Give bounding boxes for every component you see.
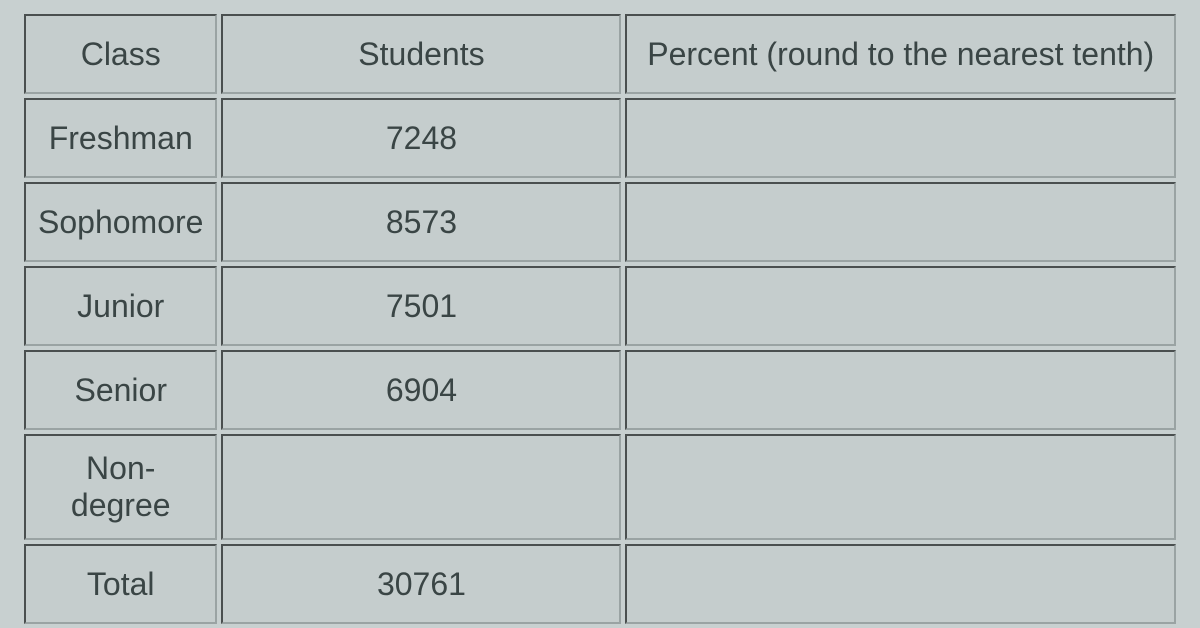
cell-students: 7501 — [221, 266, 621, 346]
cell-percent — [625, 98, 1176, 178]
cell-students: 7248 — [221, 98, 621, 178]
table-row: Sophomore 8573 — [24, 182, 1176, 262]
cell-percent — [625, 266, 1176, 346]
cell-class: Total — [24, 544, 217, 624]
table-row: Non-degree — [24, 434, 1176, 540]
cell-percent — [625, 544, 1176, 624]
cell-class: Senior — [24, 350, 217, 430]
cell-students: 8573 — [221, 182, 621, 262]
cell-students — [221, 434, 621, 540]
table-row: Junior 7501 — [24, 266, 1176, 346]
cell-percent — [625, 350, 1176, 430]
header-percent: Percent (round to the nearest tenth) — [625, 14, 1176, 94]
cell-class: Sophomore — [24, 182, 217, 262]
header-students: Students — [221, 14, 621, 94]
header-class: Class — [24, 14, 217, 94]
cell-percent — [625, 182, 1176, 262]
students-table: Class Students Percent (round to the nea… — [20, 10, 1180, 628]
cell-class: Junior — [24, 266, 217, 346]
cell-class: Non-degree — [24, 434, 217, 540]
cell-students: 30761 — [221, 544, 621, 624]
cell-class: Freshman — [24, 98, 217, 178]
table-row: Senior 6904 — [24, 350, 1176, 430]
table-row: Total 30761 — [24, 544, 1176, 624]
table-row: Freshman 7248 — [24, 98, 1176, 178]
cell-students: 6904 — [221, 350, 621, 430]
cell-percent — [625, 434, 1176, 540]
table-header-row: Class Students Percent (round to the nea… — [24, 14, 1176, 94]
